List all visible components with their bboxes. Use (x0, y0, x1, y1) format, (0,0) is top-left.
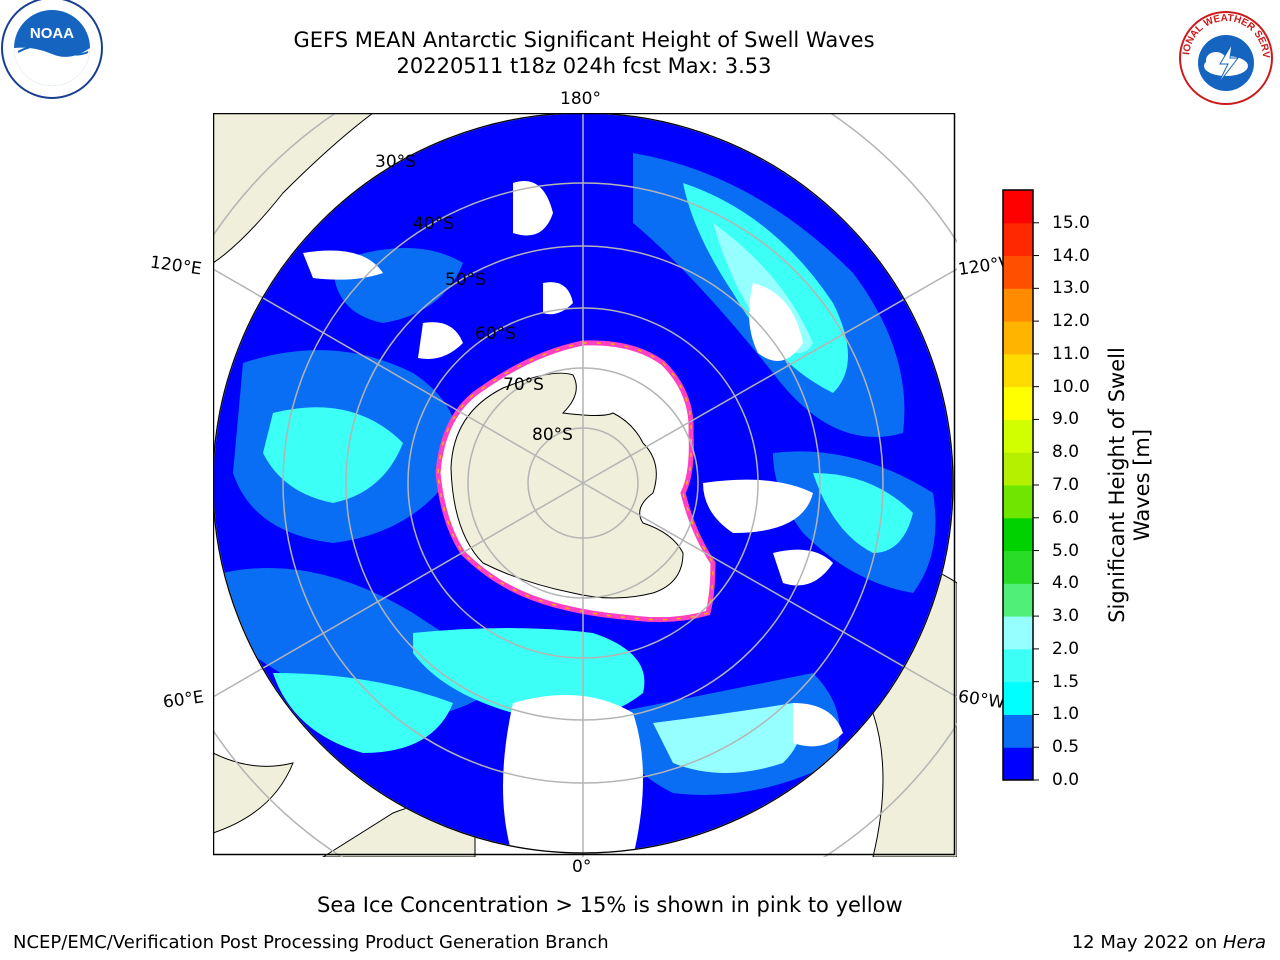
masked-region (418, 322, 463, 359)
colorbar-segment (1003, 648, 1033, 683)
masked-region (503, 695, 643, 853)
colorbar-segment (1003, 321, 1033, 355)
lon-label-60e: 60°E (161, 687, 206, 713)
colorbar-tick-label: 10.0 (1052, 376, 1090, 397)
masked-region (543, 282, 573, 315)
colorbar-segment (1003, 190, 1033, 224)
swell-band (263, 407, 403, 503)
colorbar-segment (1003, 222, 1033, 257)
colorbar-segment (1003, 714, 1033, 748)
colorbar-tick-label: 11.0 (1052, 343, 1090, 364)
colorbar-tick-label: 1.5 (1052, 671, 1080, 692)
noaa-logo-text: NOAA (30, 25, 74, 42)
colorbar-segment (1003, 386, 1033, 420)
polar-map (213, 113, 957, 857)
colorbar-label-box: Significant Height of Swell Waves [m] (1100, 330, 1160, 640)
lon-label-0: 0° (572, 857, 592, 877)
antarctica-landmass (450, 372, 684, 599)
colorbar-segment (1003, 485, 1033, 519)
map-frame (213, 113, 956, 856)
masked-region (303, 250, 383, 280)
map-boundary (213, 113, 954, 854)
lat-label-70s: 70°S (503, 375, 544, 395)
colorbar-segment (1003, 681, 1033, 715)
colorbar-tick-label: 3.0 (1052, 606, 1080, 627)
colorbar-tick-label: 7.0 (1052, 475, 1080, 495)
colorbar-segment (1003, 583, 1033, 617)
producer-credit: NCEP/EMC/Verification Post Processing Pr… (13, 932, 609, 953)
lon-label-60w: 60°W (956, 686, 1007, 714)
swell-band (813, 473, 913, 553)
colorbar-tick-label: 8.0 (1052, 442, 1080, 463)
lat-label-60s: 60°S (475, 324, 516, 344)
colorbar (1002, 189, 1039, 781)
colorbar-segment (1003, 616, 1033, 650)
masked-region (749, 283, 803, 361)
landmass-bottomleft (213, 752, 294, 834)
colorbar-segment (1003, 419, 1033, 453)
lat-label-80s: 80°S (532, 425, 573, 445)
colorbar-segment (1003, 517, 1033, 552)
colorbar-tick-label: 12.0 (1052, 311, 1090, 332)
colorbar-segment (1003, 288, 1033, 322)
colorbar-tick-label: 13.0 (1052, 278, 1090, 299)
landmass-topleft (213, 113, 374, 264)
colorbar-label: Significant Height of Swell Waves [m] (1105, 347, 1154, 623)
map-title: GEFS MEAN Antarctic Significant Height o… (293, 28, 875, 52)
colorbar-segment (1003, 550, 1033, 584)
nws-logo: NATIONAL WEATHER SERVICE (1176, 8, 1273, 105)
colorbar-tick-label: 5.0 (1052, 540, 1080, 561)
colorbar-segment (1003, 452, 1033, 486)
masked-region (703, 479, 813, 533)
colorbar-tick-label: 14.0 (1052, 245, 1090, 266)
lat-label-30s: 30°S (375, 152, 416, 172)
colorbar-tick-label: 4.0 (1052, 573, 1080, 594)
masked-region (773, 549, 833, 586)
lat-label-40s: 40°S (413, 214, 454, 234)
colorbar-tick-label: 1.0 (1052, 704, 1080, 725)
colorbar-segment (1003, 747, 1033, 781)
issue-date-text: 12 May 2022 on (1071, 932, 1223, 953)
colorbar-tick-label: 9.0 (1052, 409, 1080, 430)
map-subtitle: 20220511 t18z 024h fcst Max: 3.53 (396, 54, 772, 78)
lat-label-50s: 50°S (445, 270, 486, 290)
machine-name: Hera (1222, 932, 1266, 953)
colorbar-tick-label: 6.0 (1052, 507, 1080, 528)
noaa-logo: NOAA (1, 0, 103, 99)
sea-ice-caption: Sea Ice Concentration > 15% is shown in … (317, 893, 903, 917)
colorbar-tick-label: 2.0 (1052, 638, 1080, 659)
swell-band (273, 673, 453, 753)
lon-label-120e: 120°E (148, 252, 203, 280)
colorbar-tick-label: 15.0 (1052, 212, 1090, 233)
masked-region (793, 703, 843, 747)
lon-label-180: 180° (560, 89, 601, 109)
colorbar-tick-label: 0.5 (1052, 737, 1080, 758)
colorbar-tick-label: 0.0 (1052, 770, 1080, 790)
masked-region (513, 181, 553, 236)
swell-band (653, 703, 801, 773)
colorbar-segment (1003, 255, 1033, 289)
issue-date: 12 May 2022 on Hera (1072, 932, 1266, 954)
colorbar-segment (1003, 353, 1033, 388)
